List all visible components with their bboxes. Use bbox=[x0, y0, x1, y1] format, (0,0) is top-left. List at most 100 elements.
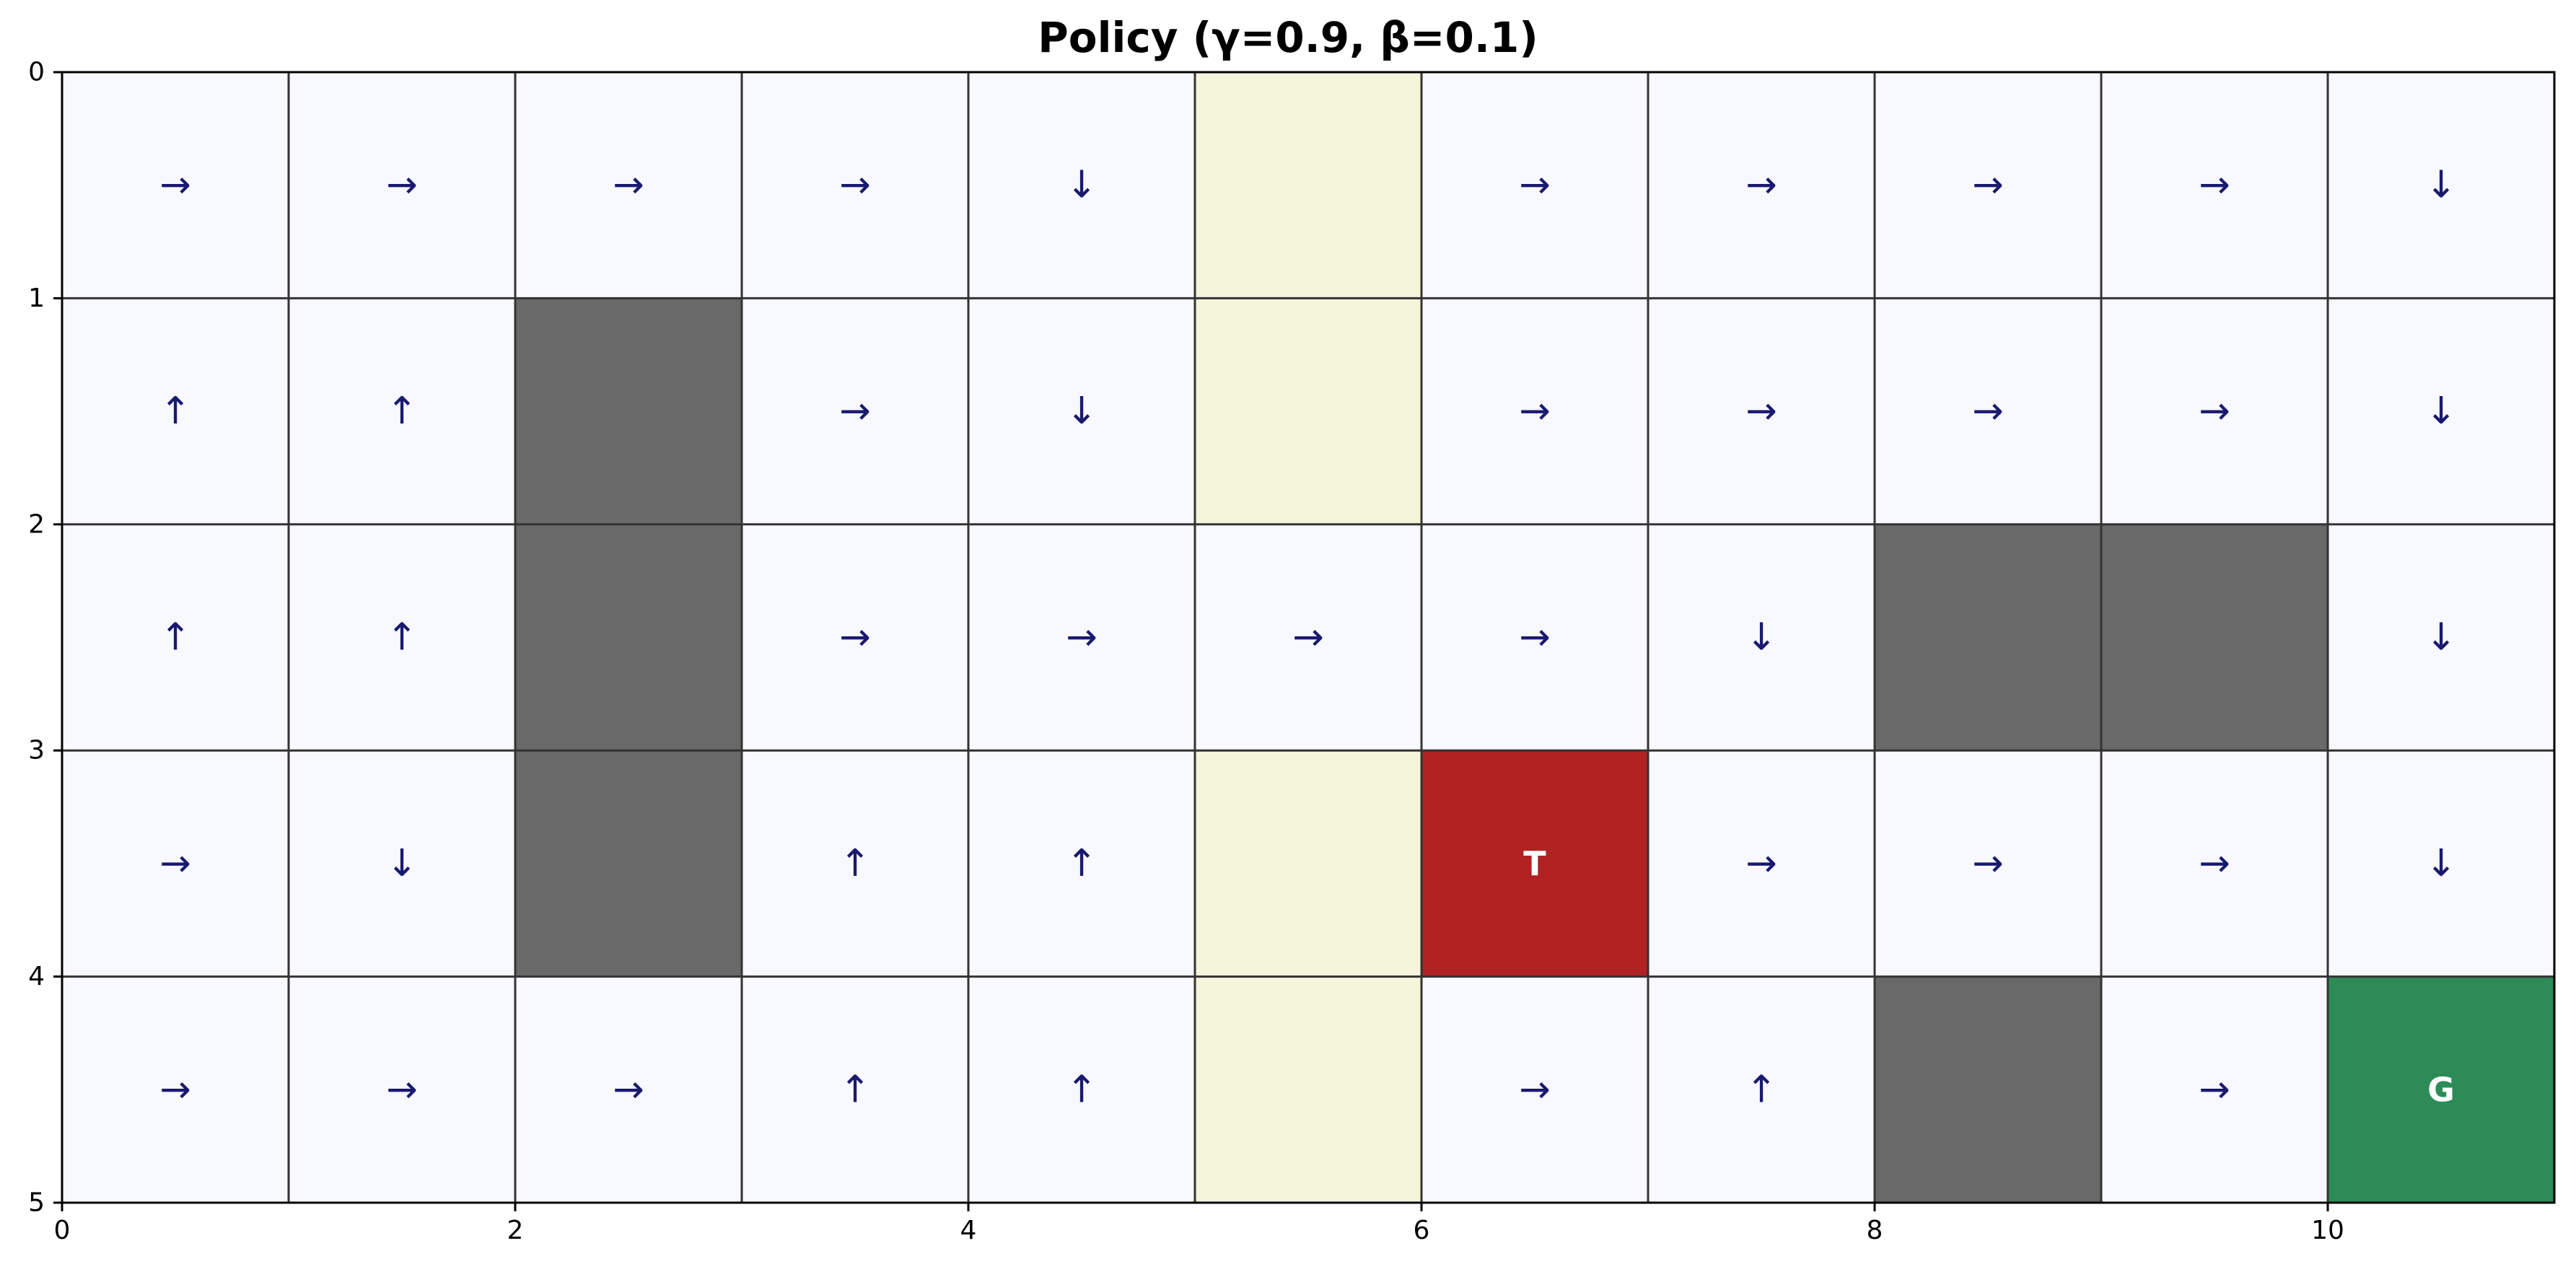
cell-empty-r1-c1 bbox=[289, 298, 515, 525]
policy-arrow-r0-c4: ↓ bbox=[1066, 164, 1098, 207]
policy-arrow-r1-c6: → bbox=[1519, 390, 1551, 433]
policy-arrow-r2-c5: → bbox=[1292, 616, 1324, 659]
cell-empty-r1-c9 bbox=[2101, 298, 2328, 525]
policy-arrow-r0-c1: → bbox=[386, 164, 418, 207]
cell-trap-r3-c6 bbox=[1421, 750, 1648, 977]
y-axis: 0 1 2 3 4 5 bbox=[28, 58, 62, 1218]
policy-arrow-r1-c8: → bbox=[1972, 390, 2004, 433]
cell-sand-r0-c5 bbox=[1195, 72, 1421, 299]
policy-arrow-r4-c3: ↑ bbox=[839, 1068, 871, 1111]
y-tick-label: 3 bbox=[28, 736, 45, 765]
cell-empty-r2-c7 bbox=[1648, 524, 1875, 751]
policy-arrow-r3-c7: → bbox=[1745, 842, 1777, 885]
x-tick-label: 6 bbox=[1414, 1216, 1430, 1245]
cell-empty-r0-c6 bbox=[1421, 72, 1648, 299]
cell-empty-r4-c6 bbox=[1421, 976, 1648, 1203]
cell-empty-r0-c7 bbox=[1648, 72, 1875, 299]
cell-wall-r2-c2 bbox=[515, 524, 742, 751]
policy-arrow-r0-c7: → bbox=[1745, 164, 1777, 207]
policy-arrow-r1-c4: ↓ bbox=[1066, 390, 1098, 433]
grid-lines bbox=[62, 72, 2554, 1203]
cell-empty-r3-c3 bbox=[742, 750, 968, 977]
cell-empty-r4-c9 bbox=[2101, 976, 2328, 1203]
policy-arrow-r2-c6: → bbox=[1519, 616, 1551, 659]
x-tick-label: 4 bbox=[960, 1216, 977, 1245]
cell-empty-r1-c0 bbox=[62, 298, 289, 525]
policy-arrow-r0-c6: → bbox=[1519, 164, 1551, 207]
cell-labels: → → → → ↓ → → → → ↓ ↑ ↑ → ↓ → → → → ↓ ↑ ↑ → → → → ↓ ↓ → ↓ ↑ ↑ T → → → ↓ → → → ↑… bbox=[159, 164, 2457, 1112]
cell-empty-r2-c4 bbox=[968, 524, 1195, 751]
cell-empty-r0-c9 bbox=[2101, 72, 2328, 299]
policy-arrow-r3-c9: → bbox=[2199, 842, 2230, 885]
cell-empty-r4-c7 bbox=[1648, 976, 1875, 1203]
cell-empty-r1-c6 bbox=[1421, 298, 1648, 525]
cell-sand-r1-c5 bbox=[1195, 298, 1421, 525]
policy-arrow-r3-c0: → bbox=[159, 842, 191, 885]
policy-arrow-r3-c10: ↓ bbox=[2425, 842, 2457, 885]
policy-arrow-r0-c2: → bbox=[613, 164, 644, 207]
cell-empty-r0-c10 bbox=[2328, 72, 2554, 299]
cell-wall-r2-c8 bbox=[1875, 524, 2101, 751]
policy-arrow-r4-c4: ↑ bbox=[1066, 1068, 1098, 1111]
grid-cells bbox=[62, 72, 2554, 1203]
y-tick-label: 5 bbox=[28, 1188, 45, 1218]
policy-arrow-r4-c2: → bbox=[613, 1068, 644, 1111]
cell-sand-r4-c5 bbox=[1195, 976, 1421, 1203]
cell-empty-r2-c6 bbox=[1421, 524, 1648, 751]
plot-frame bbox=[61, 71, 2556, 1204]
policy-arrow-r3-c4: ↑ bbox=[1066, 842, 1098, 885]
cell-empty-r2-c5 bbox=[1195, 524, 1421, 751]
policy-arrow-r0-c8: → bbox=[1972, 164, 2004, 207]
policy-arrow-r2-c4: → bbox=[1066, 616, 1098, 659]
cell-empty-r2-c1 bbox=[289, 524, 515, 751]
cell-empty-r3-c1 bbox=[289, 750, 515, 977]
y-tick-label: 4 bbox=[28, 962, 45, 991]
y-tick-label: 2 bbox=[28, 509, 45, 539]
cell-empty-r0-c2 bbox=[515, 72, 742, 299]
cell-empty-r0-c3 bbox=[742, 72, 968, 299]
cell-empty-r3-c7 bbox=[1648, 750, 1875, 977]
cell-wall-r2-c9 bbox=[2101, 524, 2328, 751]
policy-arrow-r3-c1: ↓ bbox=[386, 842, 418, 885]
cell-empty-r1-c8 bbox=[1875, 298, 2101, 525]
policy-arrow-r3-c3: ↑ bbox=[839, 842, 871, 885]
cell-empty-r0-c4 bbox=[968, 72, 1195, 299]
policy-arrow-r1-c3: → bbox=[839, 390, 871, 433]
cell-empty-r3-c10 bbox=[2328, 750, 2554, 977]
cell-wall-r4-c8 bbox=[1875, 976, 2101, 1203]
cell-empty-r4-c0 bbox=[62, 976, 289, 1203]
cell-empty-r4-c1 bbox=[289, 976, 515, 1203]
cell-empty-r4-c4 bbox=[968, 976, 1195, 1203]
y-tick-label: 0 bbox=[28, 58, 45, 87]
cell-empty-r2-c0 bbox=[62, 524, 289, 751]
trap-label: T bbox=[1523, 844, 1546, 883]
cell-sand-r3-c5 bbox=[1195, 750, 1421, 977]
policy-arrow-r4-c1: → bbox=[386, 1068, 418, 1111]
policy-arrow-r1-c7: → bbox=[1745, 390, 1777, 433]
cell-empty-r1-c3 bbox=[742, 298, 968, 525]
x-tick-label: 10 bbox=[2311, 1216, 2344, 1245]
cell-empty-r1-c10 bbox=[2328, 298, 2554, 525]
policy-arrow-r2-c0: ↑ bbox=[159, 616, 191, 659]
cell-empty-r0-c8 bbox=[1875, 72, 2101, 299]
cell-empty-r4-c2 bbox=[515, 976, 742, 1203]
policy-arrow-r0-c9: → bbox=[2199, 164, 2230, 207]
cell-empty-r1-c4 bbox=[968, 298, 1195, 525]
policy-arrow-r1-c9: → bbox=[2199, 390, 2230, 433]
policy-arrow-r4-c6: → bbox=[1519, 1068, 1551, 1111]
policy-arrow-r4-c0: → bbox=[159, 1068, 191, 1111]
policy-arrow-r2-c3: → bbox=[839, 616, 871, 659]
cell-empty-r3-c9 bbox=[2101, 750, 2328, 977]
cell-empty-r3-c4 bbox=[968, 750, 1195, 977]
x-axis: 0 2 4 6 8 10 bbox=[54, 1203, 2344, 1245]
cell-empty-r4-c3 bbox=[742, 976, 968, 1203]
policy-arrow-r3-c8: → bbox=[1972, 842, 2004, 885]
cell-empty-r0-c1 bbox=[289, 72, 515, 299]
y-tick-label: 1 bbox=[28, 284, 45, 313]
x-tick-label: 2 bbox=[507, 1216, 524, 1245]
cell-goal-r4-c10 bbox=[2328, 976, 2554, 1203]
x-tick-label: 8 bbox=[1867, 1216, 1883, 1245]
cell-empty-r3-c8 bbox=[1875, 750, 2101, 977]
goal-label: G bbox=[2427, 1070, 2455, 1109]
